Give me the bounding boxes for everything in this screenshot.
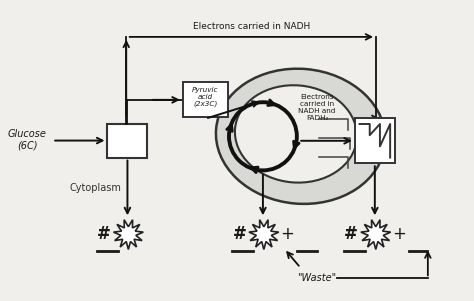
Text: +: +: [392, 225, 406, 243]
Text: #: #: [344, 225, 358, 243]
Polygon shape: [249, 220, 279, 250]
Text: Electrons
carried in
NADH and
FADH₂: Electrons carried in NADH and FADH₂: [299, 95, 336, 121]
Polygon shape: [361, 220, 391, 250]
Text: #: #: [232, 225, 246, 243]
FancyBboxPatch shape: [355, 118, 395, 163]
FancyBboxPatch shape: [183, 82, 228, 117]
Text: Electrons carried in NADH: Electrons carried in NADH: [192, 22, 310, 31]
Text: Glucose
(6C): Glucose (6C): [8, 129, 47, 150]
Text: Cytoplasm: Cytoplasm: [70, 183, 121, 193]
Text: #: #: [97, 225, 111, 243]
Ellipse shape: [216, 69, 385, 204]
FancyBboxPatch shape: [108, 123, 147, 158]
Text: +: +: [281, 225, 294, 243]
Text: Pyruvic
acid
(2x3C): Pyruvic acid (2x3C): [192, 87, 219, 107]
Polygon shape: [113, 220, 143, 250]
Text: "Waste": "Waste": [298, 273, 337, 283]
Ellipse shape: [235, 85, 357, 183]
